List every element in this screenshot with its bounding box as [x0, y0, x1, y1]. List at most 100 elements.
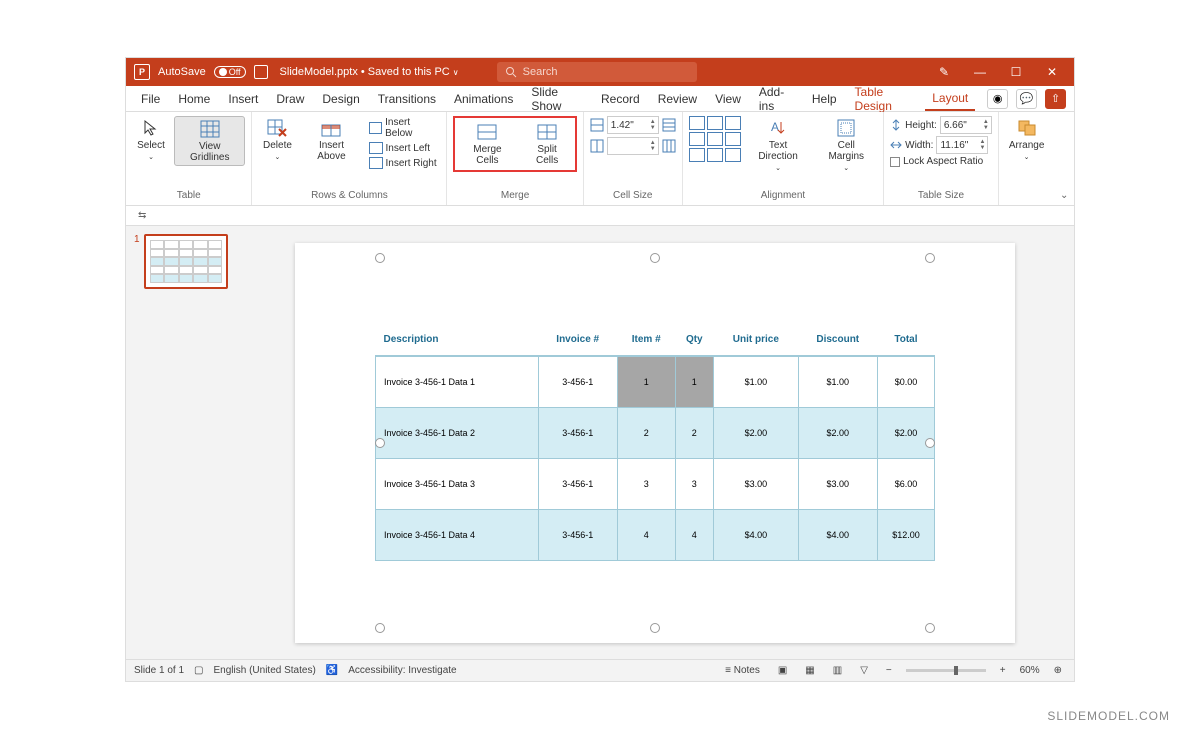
- table-cell[interactable]: $4.00: [798, 510, 877, 561]
- table-cell[interactable]: $3.00: [798, 459, 877, 510]
- table-height-input[interactable]: 6.66"▲▼: [940, 116, 992, 134]
- table-cell[interactable]: 1: [675, 356, 714, 408]
- table-cell[interactable]: 1: [617, 356, 675, 408]
- sorter-view-icon[interactable]: ▦: [801, 665, 818, 676]
- selection-handle[interactable]: [375, 253, 385, 263]
- alignment-grid[interactable]: [689, 116, 741, 162]
- table-header[interactable]: Qty: [675, 324, 714, 356]
- reading-view-icon[interactable]: ▥: [829, 665, 846, 676]
- collapse-ribbon-button[interactable]: ⌄: [1054, 112, 1074, 205]
- tab-insert[interactable]: Insert: [221, 88, 265, 110]
- slide[interactable]: DescriptionInvoice #Item #QtyUnit priceD…: [295, 243, 1015, 643]
- tab-home[interactable]: Home: [171, 88, 217, 110]
- table-header[interactable]: Total: [877, 324, 934, 356]
- minimize-button[interactable]: —: [966, 65, 994, 79]
- tab-layout[interactable]: Layout: [925, 87, 975, 111]
- normal-view-icon[interactable]: ▣: [774, 665, 791, 676]
- selection-handle[interactable]: [925, 438, 935, 448]
- distribute-cols-icon[interactable]: [662, 139, 676, 153]
- table-cell[interactable]: $2.00: [877, 408, 934, 459]
- comments-button[interactable]: 💬: [1016, 89, 1037, 109]
- tab-draw[interactable]: Draw: [269, 88, 311, 110]
- table-cell[interactable]: 3-456-1: [538, 356, 617, 408]
- table-header[interactable]: Description: [376, 324, 539, 356]
- share-button[interactable]: ⇧: [1045, 89, 1066, 109]
- merge-cells-button[interactable]: Merge Cells: [457, 120, 517, 168]
- select-button[interactable]: Select⌄: [132, 116, 170, 163]
- table-cell[interactable]: $2.00: [714, 408, 799, 459]
- arrange-button[interactable]: Arrange⌄: [1005, 116, 1049, 163]
- pen-icon[interactable]: ✎: [930, 65, 958, 79]
- table-cell[interactable]: 4: [617, 510, 675, 561]
- view-gridlines-button[interactable]: View Gridlines: [174, 116, 245, 166]
- qat-dropdown-icon[interactable]: ⇆: [138, 210, 146, 221]
- zoom-out-button[interactable]: −: [882, 665, 896, 676]
- tab-review[interactable]: Review: [651, 88, 704, 110]
- table-header[interactable]: Invoice #: [538, 324, 617, 356]
- tab-transitions[interactable]: Transitions: [371, 88, 443, 110]
- table-cell[interactable]: $6.00: [877, 459, 934, 510]
- selection-handle[interactable]: [925, 623, 935, 633]
- language-indicator[interactable]: English (United States): [214, 665, 316, 676]
- selection-handle[interactable]: [925, 253, 935, 263]
- table-header[interactable]: Item #: [617, 324, 675, 356]
- distribute-rows-icon[interactable]: [662, 118, 676, 132]
- tab-animations[interactable]: Animations: [447, 88, 520, 110]
- search-input[interactable]: Search: [497, 62, 697, 82]
- slide-thumbnail[interactable]: 1: [134, 234, 228, 289]
- cell-margins-button[interactable]: Cell Margins⌄: [815, 116, 877, 174]
- save-icon[interactable]: [254, 65, 268, 79]
- table-cell[interactable]: $3.00: [714, 459, 799, 510]
- zoom-level[interactable]: 60%: [1020, 665, 1040, 676]
- row-height-input[interactable]: 1.42"▲▼: [607, 116, 659, 134]
- table-header[interactable]: Discount: [798, 324, 877, 356]
- selection-handle[interactable]: [650, 623, 660, 633]
- selection-handle[interactable]: [650, 253, 660, 263]
- table-cell[interactable]: 2: [617, 408, 675, 459]
- table-row[interactable]: Invoice 3-456-1 Data 33-456-133$3.00$3.0…: [376, 459, 935, 510]
- table-cell[interactable]: $1.00: [714, 356, 799, 408]
- insert-right-button[interactable]: Insert Right: [367, 156, 441, 170]
- accessibility-status[interactable]: Accessibility: Investigate: [348, 665, 456, 676]
- table-cell[interactable]: 3-456-1: [538, 459, 617, 510]
- table-cell[interactable]: 3: [675, 459, 714, 510]
- table-cell[interactable]: $0.00: [877, 356, 934, 408]
- selection-handle[interactable]: [375, 623, 385, 633]
- table-cell[interactable]: $12.00: [877, 510, 934, 561]
- table-cell[interactable]: 3: [617, 459, 675, 510]
- lock-aspect-checkbox[interactable]: Lock Aspect Ratio: [890, 156, 983, 167]
- tab-record[interactable]: Record: [594, 88, 647, 110]
- table-header[interactable]: Unit price: [714, 324, 799, 356]
- insert-above-button[interactable]: Insert Above: [300, 116, 362, 164]
- autosave-toggle[interactable]: Off: [214, 66, 246, 78]
- table-cell[interactable]: 2: [675, 408, 714, 459]
- close-button[interactable]: ✕: [1038, 65, 1066, 79]
- slideshow-view-icon[interactable]: ▽: [856, 665, 872, 676]
- text-direction-button[interactable]: A Text Direction⌄: [745, 116, 812, 174]
- zoom-in-button[interactable]: +: [996, 665, 1010, 676]
- maximize-button[interactable]: ☐: [1002, 65, 1030, 79]
- table-cell[interactable]: $1.00: [798, 356, 877, 408]
- tab-design[interactable]: Design: [315, 88, 366, 110]
- selection-handle[interactable]: [375, 438, 385, 448]
- table-cell[interactable]: $4.00: [714, 510, 799, 561]
- table-cell[interactable]: Invoice 3-456-1 Data 2: [376, 408, 539, 459]
- record-button[interactable]: ◉: [987, 89, 1008, 109]
- split-cells-button[interactable]: Split Cells: [521, 120, 572, 168]
- table-cell[interactable]: 4: [675, 510, 714, 561]
- tab-file[interactable]: File: [134, 88, 167, 110]
- col-width-input[interactable]: ▲▼: [607, 137, 659, 155]
- table-row[interactable]: Invoice 3-456-1 Data 43-456-144$4.00$4.0…: [376, 510, 935, 561]
- insert-left-button[interactable]: Insert Left: [367, 141, 441, 155]
- table-cell[interactable]: 3-456-1: [538, 408, 617, 459]
- delete-button[interactable]: Delete⌄: [258, 116, 296, 163]
- tab-help[interactable]: Help: [805, 88, 844, 110]
- table-row[interactable]: Invoice 3-456-1 Data 13-456-111$1.00$1.0…: [376, 356, 935, 408]
- tab-view[interactable]: View: [708, 88, 748, 110]
- accessibility-icon[interactable]: ♿: [326, 665, 338, 676]
- notes-button[interactable]: ≡ Notes: [721, 665, 764, 676]
- fit-window-icon[interactable]: ⊕: [1050, 665, 1066, 676]
- insert-below-button[interactable]: Insert Below: [367, 116, 441, 140]
- table-cell[interactable]: Invoice 3-456-1 Data 1: [376, 356, 539, 408]
- data-table[interactable]: DescriptionInvoice #Item #QtyUnit priceD…: [375, 324, 935, 561]
